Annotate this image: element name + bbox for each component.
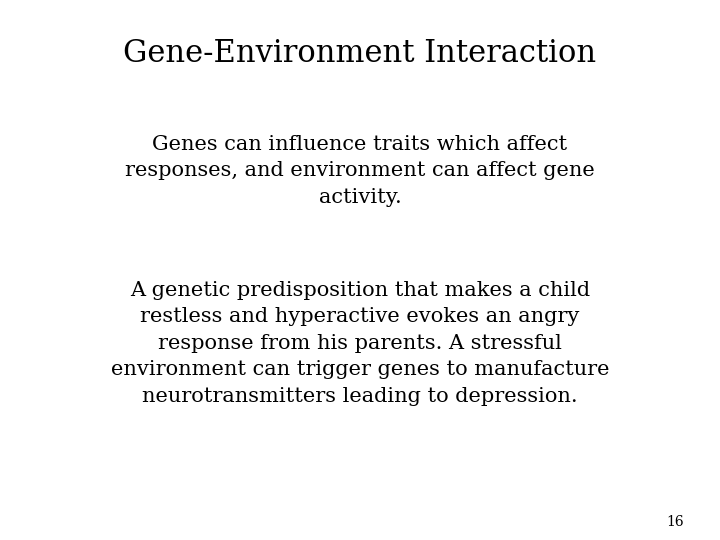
Text: 16: 16: [667, 515, 684, 529]
Text: A genetic predisposition that makes a child
restless and hyperactive evokes an a: A genetic predisposition that makes a ch…: [111, 281, 609, 406]
Text: Gene-Environment Interaction: Gene-Environment Interaction: [123, 38, 597, 69]
Text: Genes can influence traits which affect
responses, and environment can affect ge: Genes can influence traits which affect …: [125, 135, 595, 207]
